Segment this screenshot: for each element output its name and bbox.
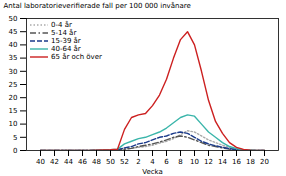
svg-text:12: 12 bbox=[204, 158, 213, 166]
svg-text:6: 6 bbox=[164, 158, 169, 166]
svg-text:52: 52 bbox=[120, 158, 129, 166]
svg-text:8: 8 bbox=[178, 158, 182, 166]
svg-text:4: 4 bbox=[150, 158, 155, 166]
svg-text:25: 25 bbox=[9, 81, 18, 89]
svg-text:46: 46 bbox=[78, 158, 87, 166]
svg-text:18: 18 bbox=[246, 158, 255, 166]
svg-text:20: 20 bbox=[9, 94, 18, 102]
svg-text:10: 10 bbox=[190, 158, 199, 166]
svg-text:44: 44 bbox=[64, 158, 73, 166]
svg-text:40: 40 bbox=[9, 41, 18, 49]
html-text:65 år och över: 65 år och över bbox=[51, 53, 102, 61]
svg-text:Antal laboratorieverifierade f: Antal laboratorieverifierade fall per 10… bbox=[4, 1, 191, 10]
html-text:5-14 år: 5-14 år bbox=[51, 29, 77, 37]
svg-text:42: 42 bbox=[50, 158, 59, 166]
svg-text:35: 35 bbox=[9, 54, 18, 62]
svg-text:48: 48 bbox=[92, 158, 101, 166]
svg-text:15: 15 bbox=[9, 107, 18, 115]
svg-text:50: 50 bbox=[9, 15, 18, 23]
svg-text:10: 10 bbox=[9, 120, 18, 128]
svg-text:20: 20 bbox=[260, 158, 269, 166]
svg-text:2: 2 bbox=[136, 158, 140, 166]
svg-text:Vecka: Vecka bbox=[142, 168, 163, 176]
svg-text:30: 30 bbox=[9, 68, 18, 76]
html-text:0-4 år: 0-4 år bbox=[51, 21, 72, 29]
html-text:15-39 år: 15-39 år bbox=[51, 37, 81, 45]
svg-text:5: 5 bbox=[13, 134, 17, 142]
svg-text:0: 0 bbox=[13, 147, 17, 155]
svg-text:40: 40 bbox=[36, 158, 45, 166]
svg-text:16: 16 bbox=[232, 158, 241, 166]
html-text:40-64 år: 40-64 år bbox=[51, 45, 81, 53]
svg-text:45: 45 bbox=[9, 28, 18, 36]
svg-text:14: 14 bbox=[218, 158, 227, 166]
svg-text:50: 50 bbox=[106, 158, 115, 166]
